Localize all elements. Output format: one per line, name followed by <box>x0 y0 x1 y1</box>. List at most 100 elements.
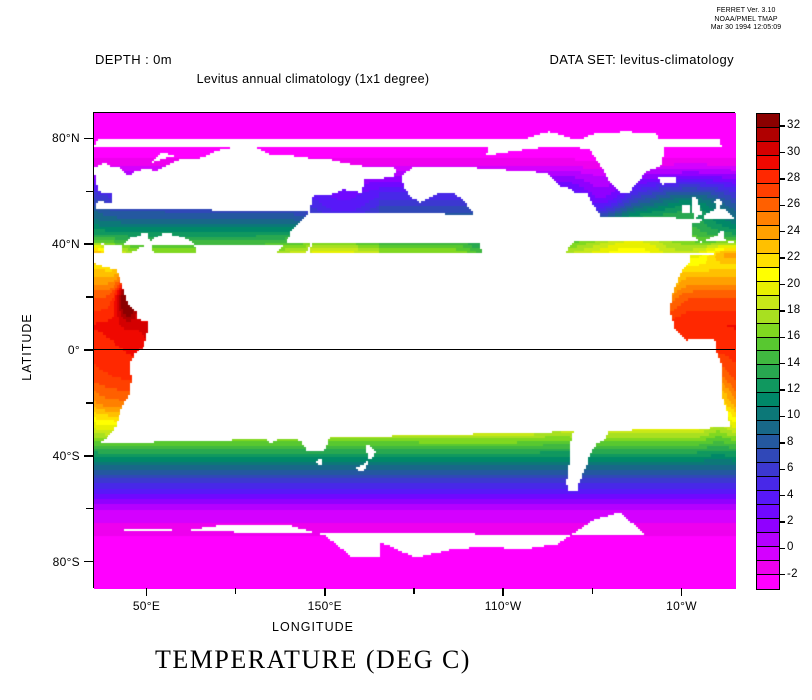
ferret-org-line: NOAA/PMEL TMAP <box>714 15 778 23</box>
ferret-version-stamp: FERRET Ver. 3.10 NOAA/PMEL TMAP Mar 30 1… <box>686 7 806 33</box>
colorbar-tick <box>780 574 785 576</box>
colorbar-swatch <box>757 309 779 324</box>
colorbar-swatch <box>757 281 779 296</box>
colorbar-swatch <box>757 574 779 589</box>
colorbar-swatch <box>757 533 779 548</box>
colorbar-swatch <box>757 183 779 198</box>
y-axis-label: 40°S <box>52 448 80 463</box>
colorbar-swatch <box>757 491 779 506</box>
colorbar-tick <box>780 362 785 365</box>
colorbar-swatch <box>757 211 779 226</box>
page-title-text: TEMPERATURE (DEG C) <box>155 645 471 674</box>
colorbar-tick <box>780 310 785 312</box>
colorbar-tick <box>780 231 785 233</box>
y-axis-title: LATITUDE <box>20 313 34 381</box>
colorbar-label: 14 <box>787 356 801 369</box>
ferret-version-line: FERRET Ver. 3.10 <box>716 7 776 14</box>
colorbar-label: 30 <box>787 145 801 158</box>
y-axis-label: 80°S <box>52 554 80 569</box>
colorbar-swatch <box>757 295 779 310</box>
colorbar-label: 2 <box>787 515 794 528</box>
colorbar-swatch <box>757 435 779 450</box>
page-title: TEMPERATURE (DEG C) <box>0 645 812 675</box>
colorbar-swatch <box>757 323 779 338</box>
sst-heatmap-canvas <box>94 113 736 589</box>
y-axis-tick <box>86 507 93 510</box>
x-axis-title-text: LONGITUDE <box>272 620 354 634</box>
plot-subtitle-text: Levitus annual climatology (1x1 degree) <box>196 72 430 86</box>
colorbar-tick <box>780 178 785 180</box>
x-axis-label: 110°W <box>484 599 522 613</box>
colorbar-label: 16 <box>787 330 801 343</box>
colorbar-label: 18 <box>787 303 801 316</box>
dataset-label: DATA SET: levitus-climatology <box>549 52 734 67</box>
x-axis-tick <box>591 588 594 594</box>
depth-label: DEPTH : 0m <box>95 52 172 67</box>
x-axis-label: 10°W <box>666 599 697 613</box>
y-axis-label: 40°N <box>51 237 80 252</box>
y-axis-tick <box>86 296 93 298</box>
colorbar-swatch <box>757 379 779 394</box>
colorbar-label: 20 <box>787 277 801 290</box>
colorbar-tick <box>780 125 785 127</box>
colorbar-label: 0 <box>787 541 794 554</box>
colorbar-swatch <box>757 407 779 422</box>
colorbar-tick <box>780 521 785 523</box>
y-axis-tick <box>84 137 93 140</box>
colorbar-swatch <box>757 155 779 170</box>
x-axis-tick <box>234 588 237 594</box>
colorbar-tick <box>780 415 785 418</box>
colorbar-swatch <box>757 477 779 492</box>
colorbar-swatch <box>757 114 779 128</box>
colorbar-label: 28 <box>787 171 801 184</box>
colorbar-swatch <box>757 463 779 478</box>
colorbar-label: -2 <box>787 567 798 580</box>
colorbar-tick <box>780 204 785 207</box>
colorbar-tick <box>780 389 785 391</box>
colorbar-swatch <box>757 393 779 408</box>
colorbar-tick <box>780 547 785 550</box>
equator-reference-line <box>93 349 735 350</box>
colorbar-tick <box>780 151 785 154</box>
colorbar-swatch <box>757 547 779 561</box>
y-axis-label: 80°N <box>51 131 80 146</box>
colorbar-swatch <box>757 337 779 352</box>
x-axis-tick <box>324 588 326 596</box>
x-axis-label: 50°E <box>132 599 161 613</box>
colorbar-swatch <box>757 127 779 142</box>
colorbar-label: 22 <box>787 251 801 264</box>
colorbar-tick <box>780 494 785 497</box>
colorbar-tick <box>780 336 785 338</box>
y-axis-label: 0° <box>67 343 80 357</box>
x-axis-tick <box>680 588 683 596</box>
x-axis-tick <box>145 588 148 596</box>
colorbar-swatch <box>757 365 779 380</box>
colorbar-label: 4 <box>787 488 794 501</box>
colorbar-swatch <box>757 267 779 282</box>
colorbar-label: 32 <box>787 119 801 132</box>
colorbar-swatch <box>757 253 779 268</box>
colorbar-label: 8 <box>787 435 794 448</box>
colorbar-swatch <box>757 141 779 156</box>
colorbar-tick <box>780 283 785 286</box>
colorbar-label: 26 <box>787 198 801 211</box>
colorbar-swatch <box>757 519 779 534</box>
x-axis-tick <box>413 588 415 594</box>
colorbar-label: 12 <box>787 383 801 396</box>
x-axis-tick <box>502 588 504 596</box>
x-axis-title: LONGITUDE <box>0 620 812 634</box>
colorbar-swatch <box>757 421 779 436</box>
colorbar-swatch <box>757 351 779 366</box>
colorbar-tick <box>780 257 785 259</box>
y-axis-tick <box>84 243 93 245</box>
ferret-timestamp-line: Mar 30 1994 12:05:09 <box>710 24 782 32</box>
colorbar-label: 10 <box>787 409 801 422</box>
colorbar-swatch <box>757 505 779 520</box>
y-axis-tick <box>84 349 93 351</box>
x-axis-label: 150°E <box>307 599 342 613</box>
colorbar <box>756 113 780 590</box>
y-axis-tick <box>86 190 93 193</box>
y-axis-tick <box>84 560 93 563</box>
colorbar-label: 24 <box>787 224 801 237</box>
colorbar-label: 6 <box>787 462 794 475</box>
